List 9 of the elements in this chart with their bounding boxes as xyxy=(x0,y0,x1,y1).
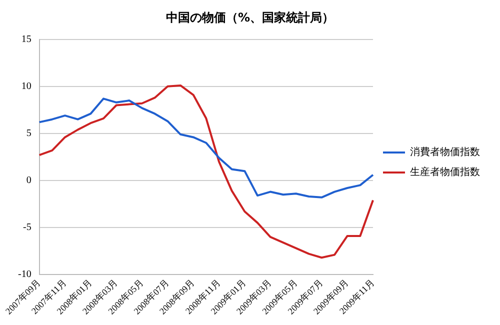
y-tick-label: 10 xyxy=(21,81,32,92)
legend-label: 生産者物価指数 xyxy=(410,166,480,178)
y-tick-label: 15 xyxy=(21,34,32,46)
y-tick-label: 0 xyxy=(26,175,32,186)
y-tick-label: 5 xyxy=(26,128,32,140)
y-tick-label: -5 xyxy=(22,222,32,234)
y-tick-label: -10 xyxy=(18,269,32,280)
legend-label: 消費者物価指数 xyxy=(410,146,480,158)
chart-title: 中国の物価（%、国家統計局） xyxy=(166,10,334,24)
